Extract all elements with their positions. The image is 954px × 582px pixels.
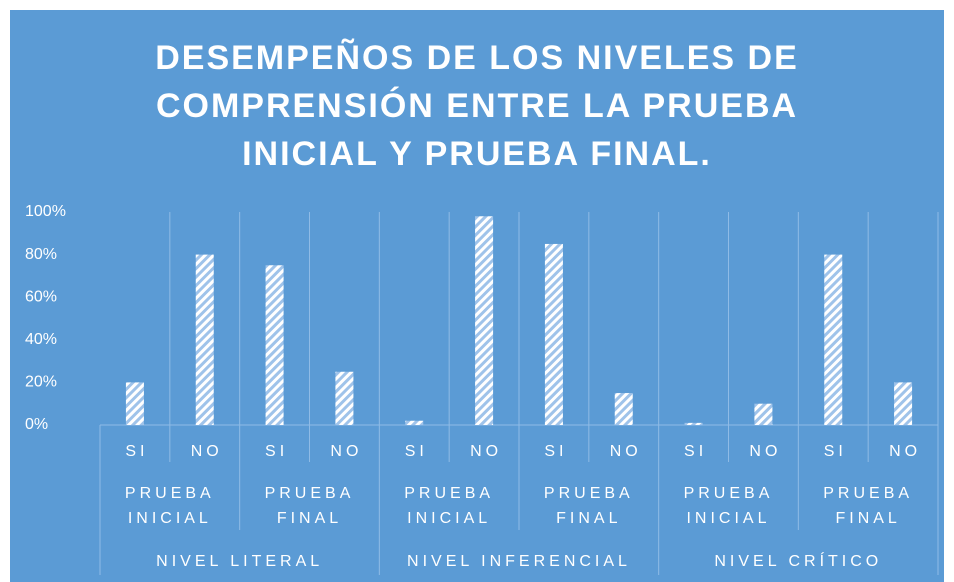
x-tick-label: SI [125, 443, 148, 460]
y-tick-label: 60% [25, 288, 57, 305]
subgroup-label: PRUEBA FINAL [264, 485, 355, 527]
x-tick-label: NO [330, 443, 362, 460]
bar [475, 216, 494, 425]
bar [544, 243, 563, 425]
y-tick-label: 100% [25, 203, 66, 220]
subgroup-label: PRUEBA INICIAL [683, 485, 774, 527]
x-tick-label: SI [265, 443, 288, 460]
subgroup-label: PRUEBA INICIAL [124, 485, 215, 527]
y-tick-label: 0% [25, 416, 48, 433]
subgroup-label: PRUEBA FINAL [543, 485, 634, 527]
bar [335, 371, 354, 425]
subgroup-label: PRUEBA INICIAL [404, 485, 495, 527]
x-tick-label: SI [405, 443, 428, 460]
bar [894, 382, 913, 425]
x-tick-label: NO [470, 443, 502, 460]
x-tick-label: NO [749, 443, 781, 460]
x-tick-label: NO [889, 443, 921, 460]
x-tick-label: SI [544, 443, 567, 460]
group-label: NIVEL CRÍTICO [714, 553, 883, 570]
y-tick-label: 20% [25, 374, 57, 391]
bar [405, 420, 424, 425]
bar [614, 393, 633, 425]
bar [125, 382, 144, 425]
x-tick-label: NO [191, 443, 223, 460]
chart-title: DESEMPEÑOS DE LOS NIVELES DE COMPRENSIÓN… [155, 39, 799, 173]
group-label: NIVEL LITERAL [156, 553, 324, 570]
group-label: NIVEL INFERENCIAL [407, 553, 631, 570]
bar [684, 422, 703, 425]
bar [824, 254, 843, 425]
y-tick-label: 80% [25, 246, 57, 263]
x-tick-label: SI [684, 443, 707, 460]
bar [195, 254, 214, 425]
y-tick-label: 40% [25, 331, 57, 348]
subgroup-label: PRUEBA FINAL [823, 485, 914, 527]
bar [754, 403, 773, 425]
x-tick-label: SI [824, 443, 847, 460]
bar [265, 265, 284, 425]
x-tick-label: NO [610, 443, 642, 460]
